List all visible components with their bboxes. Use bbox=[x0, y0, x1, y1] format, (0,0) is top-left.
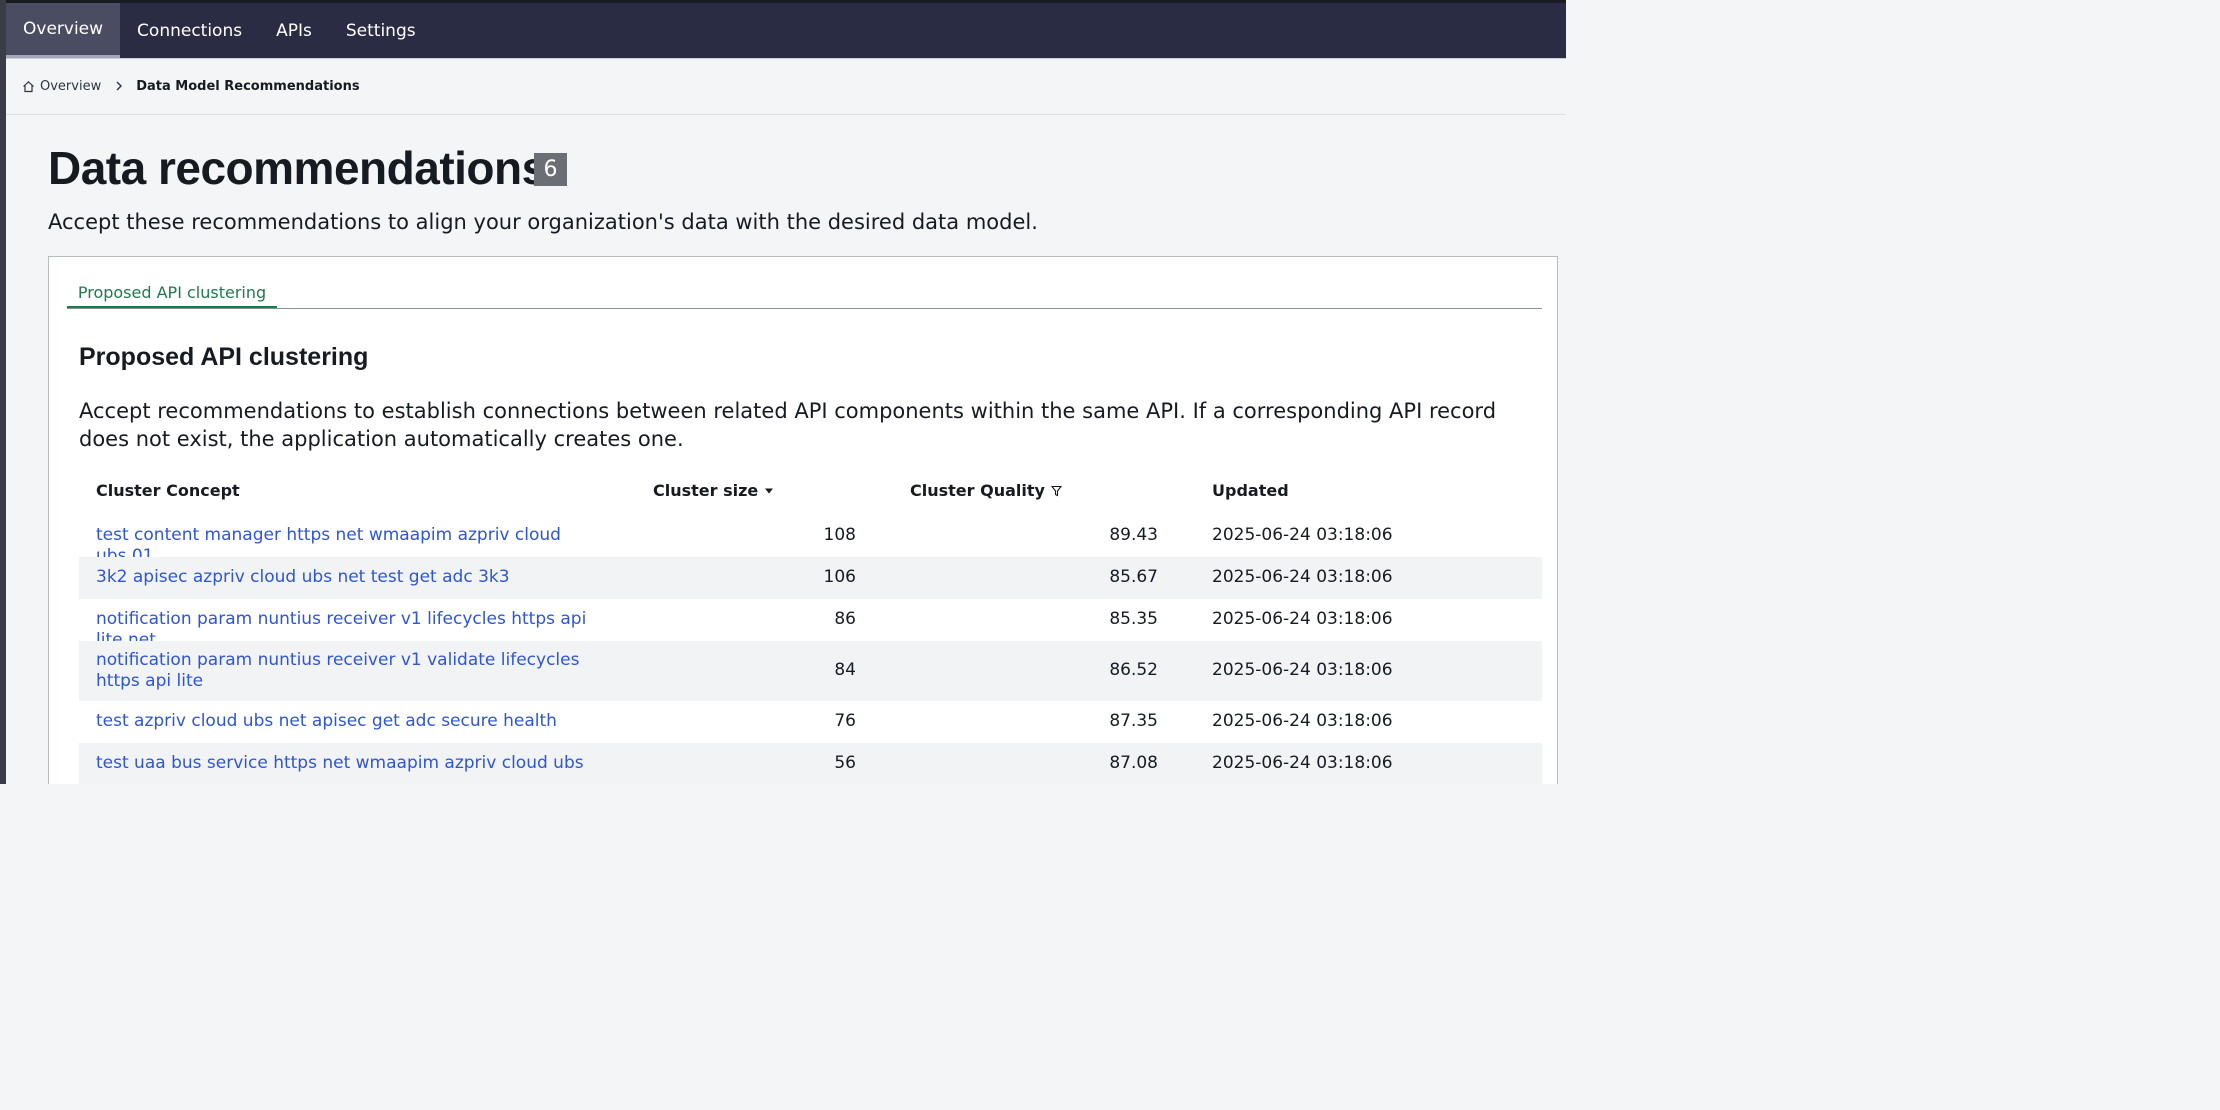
table-row: test content manager https net wmaapim a… bbox=[79, 515, 1542, 566]
nav-tab-settings[interactable]: Settings bbox=[345, 20, 416, 41]
cluster-size-value: 84 bbox=[834, 660, 856, 680]
page-subtitle: Accept these recommendations to align yo… bbox=[48, 210, 1038, 234]
section-description: Accept recommendations to establish conn… bbox=[79, 399, 1497, 451]
recommendation-count-badge: 6 bbox=[534, 153, 567, 186]
column-header-label: Cluster Quality bbox=[910, 481, 1045, 500]
cluster-concept-link[interactable]: notification param nuntius receiver v1 v… bbox=[96, 650, 580, 691]
breadcrumb-divider bbox=[6, 114, 1566, 115]
table-row: test azpriv cloud ubs net apisec get adc… bbox=[79, 701, 1542, 743]
nav-tab-overview[interactable]: Overview bbox=[6, 3, 121, 58]
nav-divider bbox=[6, 58, 1566, 59]
cluster-concept-link[interactable]: test uaa bus service https net wmaapim a… bbox=[96, 753, 584, 773]
updated-timestamp: 2025-06-24 03:18:06 bbox=[1212, 567, 1393, 587]
column-header-label: Updated bbox=[1212, 481, 1289, 500]
updated-timestamp: 2025-06-24 03:18:06 bbox=[1212, 660, 1393, 680]
page-title: Data recommendations bbox=[48, 142, 547, 194]
cluster-table: Cluster Concept Cluster size Cluster Qua… bbox=[79, 471, 1542, 784]
nav-tab-apis[interactable]: APIs bbox=[276, 20, 312, 41]
cluster-size-value: 56 bbox=[834, 753, 856, 773]
updated-timestamp: 2025-06-24 03:18:06 bbox=[1212, 711, 1393, 731]
nav-tab-connections[interactable]: Connections bbox=[137, 20, 243, 41]
cluster-quality-value: 87.35 bbox=[1109, 711, 1158, 731]
window-left-edge bbox=[0, 0, 6, 784]
column-header-updated[interactable]: Updated bbox=[1212, 481, 1289, 500]
app-window: Overview Connections APIs Settings Overv… bbox=[0, 0, 1566, 784]
cluster-quality-value: 87.08 bbox=[1109, 753, 1158, 773]
updated-timestamp: 2025-06-24 03:18:06 bbox=[1212, 753, 1393, 773]
home-icon[interactable] bbox=[22, 80, 35, 93]
tab-proposed-api-clustering[interactable]: Proposed API clustering bbox=[67, 275, 277, 309]
cluster-concept-link[interactable]: test azpriv cloud ubs net apisec get adc… bbox=[96, 711, 557, 731]
breadcrumb-overview-link[interactable]: Overview bbox=[40, 78, 102, 94]
caret-down-icon[interactable] bbox=[764, 487, 774, 495]
breadcrumb: Overview Data Model Recommendations bbox=[22, 76, 360, 96]
cluster-size-value: 106 bbox=[823, 567, 856, 587]
chevron-right-icon bbox=[115, 81, 123, 91]
cluster-size-value: 108 bbox=[823, 525, 856, 545]
cluster-quality-value: 85.35 bbox=[1109, 609, 1158, 629]
column-header-cluster-size[interactable]: Cluster size bbox=[653, 481, 774, 500]
column-header-label: Cluster Concept bbox=[96, 481, 240, 500]
cluster-concept-link[interactable]: 3k2 apisec azpriv cloud ubs net test get… bbox=[96, 567, 510, 587]
cluster-quality-value: 86.52 bbox=[1109, 660, 1158, 680]
table-row: notification param nuntius receiver v1 l… bbox=[79, 599, 1542, 650]
top-navigation: Overview Connections APIs Settings bbox=[6, 3, 1566, 58]
cluster-size-value: 86 bbox=[834, 609, 856, 629]
cluster-size-value: 76 bbox=[834, 711, 856, 731]
tab-divider bbox=[67, 308, 1542, 309]
cluster-quality-value: 89.43 bbox=[1109, 525, 1158, 545]
breadcrumb-current: Data Model Recommendations bbox=[136, 78, 360, 94]
table-row: test uaa bus service https net wmaapim a… bbox=[79, 743, 1542, 784]
updated-timestamp: 2025-06-24 03:18:06 bbox=[1212, 525, 1393, 545]
section-title: Proposed API clustering bbox=[79, 343, 369, 371]
cluster-quality-value: 85.67 bbox=[1109, 567, 1158, 587]
column-header-cluster-quality[interactable]: Cluster Quality bbox=[910, 481, 1062, 500]
filter-icon[interactable] bbox=[1050, 485, 1062, 497]
column-header-label: Cluster size bbox=[653, 481, 759, 500]
updated-timestamp: 2025-06-24 03:18:06 bbox=[1212, 609, 1393, 629]
window-top-edge bbox=[0, 0, 1566, 3]
column-header-cluster-concept[interactable]: Cluster Concept bbox=[96, 481, 240, 500]
table-header: Cluster Concept Cluster size Cluster Qua… bbox=[79, 471, 1542, 515]
recommendations-panel: Proposed API clustering Proposed API clu… bbox=[48, 256, 1558, 784]
table-row: 3k2 apisec azpriv cloud ubs net test get… bbox=[79, 557, 1542, 599]
table-row: notification param nuntius receiver v1 v… bbox=[79, 641, 1542, 701]
